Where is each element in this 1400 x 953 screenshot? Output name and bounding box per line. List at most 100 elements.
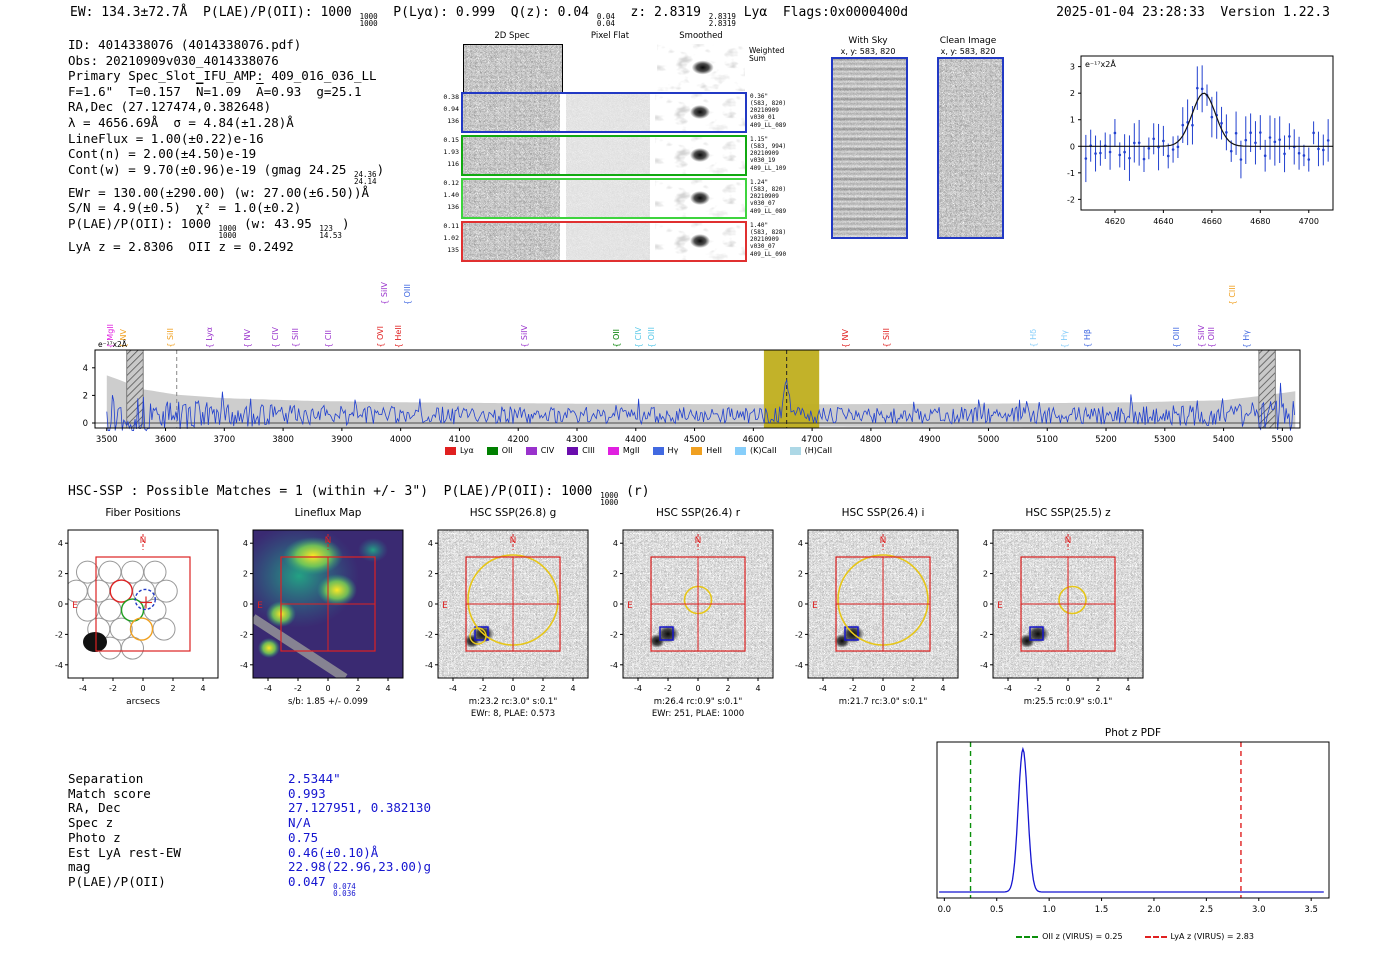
cutout-body [438,530,588,678]
match-table: Separation 2.5344" Match score 0.993 RA, Dec… [68,771,431,897]
spec2d-col-header: Pixel Flat [590,31,630,41]
cutout-caption: EWr: 8, PLAE: 0.573 [471,709,555,719]
y-tick-label: 4 [983,539,988,548]
x-tick-label: 2 [540,684,545,693]
x-tick-label: 2 [1095,684,1100,693]
stacked-fraction: 0.04 0.04 [596,12,615,28]
x-tick-label: 2 [910,684,915,693]
y-tick-label: -2 [795,630,803,639]
data-point [1244,138,1248,142]
cutout-panel: N E -4 -4 -2 -2 0 0 2 2 4 4 arcsecs [55,529,219,707]
x-tick-label: 5000 [978,435,1000,445]
legend-item: (K)CaII [734,446,777,455]
catalog-match-square [659,626,674,641]
data-point [1162,139,1165,143]
y-units-label: e⁻¹⁷x2Å [1085,58,1116,69]
secondary-aperture-circle [469,627,487,645]
x-tick-label: 0 [880,684,885,693]
data-point [1297,151,1301,155]
pdf-curve [939,746,1324,893]
spec2d-row-right-label: 409_LL_109 [750,164,787,172]
y-tick-label: 0 [1070,142,1075,151]
spec2d-row-left-label: 116 [447,160,459,168]
x-tick-label: 1.0 [1042,905,1056,915]
spec2d-image [566,94,650,131]
match-table-row: mag 22.98(22.96,23.00)g [68,859,431,875]
east-label: E [257,601,263,611]
fiber-circle [143,560,167,584]
match-row-value: 0.75 [288,829,319,845]
noise-texture [833,59,906,237]
y-tick-label: 4 [243,539,248,548]
legend-label: (K)CaII [749,446,777,455]
y-tick-label: -4 [610,661,618,670]
stacked-fraction: 24.36 24.14 [353,169,377,186]
cutout-caption: m:23.2 rc:3.0" s:0.1" [469,697,558,707]
data-point [1322,148,1325,152]
spec2d-image [657,44,745,91]
match-row-label: P(LAE)/P(OII) [68,873,166,889]
y-tick-label: 0 [613,600,618,609]
match-row-label: RA, Dec [68,800,121,816]
x-tick-label: 2.0 [1147,905,1161,915]
noise-texture [463,137,560,174]
x-tick-label: 4600 [743,435,765,445]
plot-frame [94,349,1301,429]
x-tick-label: 0 [140,684,145,693]
smoothed-blob [690,148,710,162]
x-tick-label: -4 [1004,684,1012,693]
x-tick-label: 4 [570,684,575,693]
legend-item: (H)CaII [789,446,832,455]
match-row-value: 0.46(±0.10)Å [288,844,379,860]
spec2d-row-right-label: (583, 820) [750,99,787,107]
data-point [1200,87,1204,91]
plot-frame [1080,55,1334,211]
spec2d-row-left-label: 136 [447,117,459,125]
spec2d-row [461,92,747,133]
with-sky-image [831,57,908,239]
spectrum-line [106,379,1295,432]
cutout-caption: m:25.5 rc:0.9" s:0.1" [1024,697,1113,707]
spec2d-row-right-label: 1.15" [750,135,769,143]
legend-label: Lyα [460,446,474,455]
match-row-value: 0.993 [288,785,326,801]
x-tick-label: 3600 [155,435,177,445]
legend-swatch [607,446,619,455]
north-label: N [140,536,147,546]
x-tick-label: 4500 [684,435,706,445]
spec2d-row [461,178,747,219]
x-tick-label: 4000 [390,435,412,445]
selected-fiber-green [120,598,145,622]
y-tick-label: 0 [243,600,248,609]
noise-texture [463,94,560,131]
line-fit-chart: 4620 4640 4660 4680 4700 -2 -1 0 1 2 3 e⁻¹⁷x2Å [1067,55,1334,226]
sky-panel-coords: x, y: 583, 820 [940,47,996,56]
spec2d-row [461,135,747,176]
data-point [1171,148,1175,151]
spec2d-image-strip [463,44,563,93]
data-point [1176,145,1180,149]
data-point [1239,158,1243,161]
spec2d-row-right-label: 20210909 [750,150,779,158]
x-tick-label: 5500 [1272,435,1294,445]
x-tick-label: 4640 [1153,217,1173,226]
noise-texture [464,45,562,92]
cutout-panel: N E -4 -4 -2 -2 0 0 2 2 4 4 m:23.2 rc:3.0" s:0.1" EWr… [425,529,589,719]
legend-swatch [652,446,664,455]
data-point [1137,141,1141,145]
east-label: E [72,601,78,611]
x-tick-label: -4 [264,684,272,693]
y-tick-label: 1 [1070,116,1075,125]
cutout-caption: EWr: 251, PLAE: 1000 [652,709,744,719]
x-tick-label: 4 [385,684,390,693]
noise-texture [939,59,1002,237]
spec2d-row-right-label: v030_07 [750,200,776,208]
x-tick-label: 3700 [213,435,235,445]
info-line: Cont(w) = 9.70(±0.96)e-19 (gmag 24.25 24… [68,161,385,186]
spec2d-row-right-label: v030_19 [750,157,776,165]
legend-swatch [734,446,746,455]
spec2d-row [461,221,747,262]
y-tick-label: 0 [428,600,433,609]
y-tick-label: 4 [613,539,618,548]
match-row-label: Spec z [68,815,114,831]
